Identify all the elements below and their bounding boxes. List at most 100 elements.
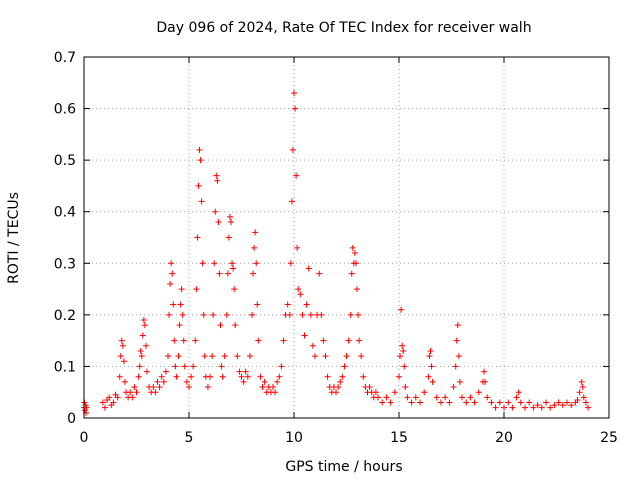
data-point <box>366 384 373 391</box>
data-point <box>99 399 106 406</box>
data-point <box>358 353 365 360</box>
data-point <box>224 270 231 277</box>
data-point <box>398 306 405 313</box>
data-point <box>292 105 299 112</box>
data-point <box>214 177 221 184</box>
data-point <box>168 260 175 267</box>
data-point <box>236 368 243 375</box>
data-points <box>81 90 591 416</box>
y-axis-label: ROTI / TECUs <box>6 192 22 284</box>
data-point <box>316 270 323 277</box>
data-point <box>250 270 257 277</box>
data-point <box>391 389 398 396</box>
x-tick-label: 10 <box>285 430 303 446</box>
data-point <box>172 363 179 370</box>
data-point <box>181 363 188 370</box>
data-point <box>167 280 174 287</box>
x-tick-label: 15 <box>390 430 408 446</box>
data-point <box>517 399 524 406</box>
data-point <box>348 270 355 277</box>
data-point <box>193 286 200 293</box>
y-tick-label: 0.5 <box>54 153 76 169</box>
data-point <box>177 301 184 308</box>
data-point <box>417 399 423 406</box>
data-point <box>492 404 499 411</box>
data-point <box>158 373 165 380</box>
data-point <box>312 353 318 360</box>
data-point <box>135 373 142 380</box>
data-point <box>129 394 136 401</box>
data-point <box>137 347 144 354</box>
data-point <box>278 363 285 370</box>
data-point <box>339 373 346 380</box>
data-point <box>276 373 283 380</box>
data-point <box>530 404 537 411</box>
data-point <box>459 394 465 401</box>
data-point <box>254 301 261 308</box>
data-point <box>352 260 359 267</box>
data-point <box>156 384 163 391</box>
data-point <box>301 332 308 339</box>
data-point <box>293 172 300 179</box>
data-point <box>387 399 394 406</box>
data-point <box>294 244 301 251</box>
data-point <box>442 394 449 401</box>
data-point <box>195 182 202 189</box>
data-point <box>534 402 541 409</box>
data-point <box>173 373 180 380</box>
data-point <box>333 389 339 396</box>
data-point <box>522 404 528 411</box>
data-point <box>426 353 433 360</box>
data-point <box>488 399 495 406</box>
data-point <box>160 378 167 385</box>
data-point <box>309 342 316 349</box>
data-point <box>400 347 407 354</box>
x-tick-label: 20 <box>495 430 513 446</box>
data-point <box>318 311 325 318</box>
data-point <box>484 394 491 401</box>
data-point <box>404 394 411 401</box>
data-point <box>401 363 408 370</box>
data-point <box>218 363 225 370</box>
data-point <box>375 394 381 401</box>
data-point <box>438 399 444 406</box>
x-axis-label: GPS time / hours <box>285 459 402 475</box>
data-point <box>408 399 415 406</box>
data-point <box>509 404 516 411</box>
data-point <box>515 389 522 396</box>
data-point <box>150 384 157 391</box>
data-point <box>274 378 281 385</box>
data-point <box>396 373 402 380</box>
y-tick-label: 0.6 <box>54 102 76 118</box>
data-point <box>559 402 566 409</box>
data-point <box>119 342 126 349</box>
data-point <box>162 368 169 375</box>
data-point <box>221 353 228 360</box>
data-point <box>197 157 204 164</box>
data-point <box>178 286 185 293</box>
data-point <box>192 337 199 344</box>
data-point <box>347 311 354 318</box>
data-point <box>228 219 234 226</box>
data-point <box>216 270 223 277</box>
data-point <box>425 373 432 380</box>
x-tick-label: 25 <box>600 430 618 446</box>
data-point <box>133 389 140 396</box>
data-point <box>225 234 232 241</box>
data-point <box>547 404 554 411</box>
data-point <box>179 311 186 318</box>
data-point <box>453 337 460 344</box>
data-point <box>463 399 470 406</box>
data-point <box>481 368 488 375</box>
data-point <box>427 347 434 354</box>
data-point <box>402 384 409 391</box>
data-point <box>165 353 171 360</box>
data-point <box>270 384 276 391</box>
data-point <box>127 389 134 396</box>
data-point <box>144 368 150 375</box>
grid-lines <box>84 57 609 418</box>
data-point <box>110 399 117 406</box>
data-point <box>284 301 291 308</box>
y-tick-label: 0 <box>67 411 76 427</box>
